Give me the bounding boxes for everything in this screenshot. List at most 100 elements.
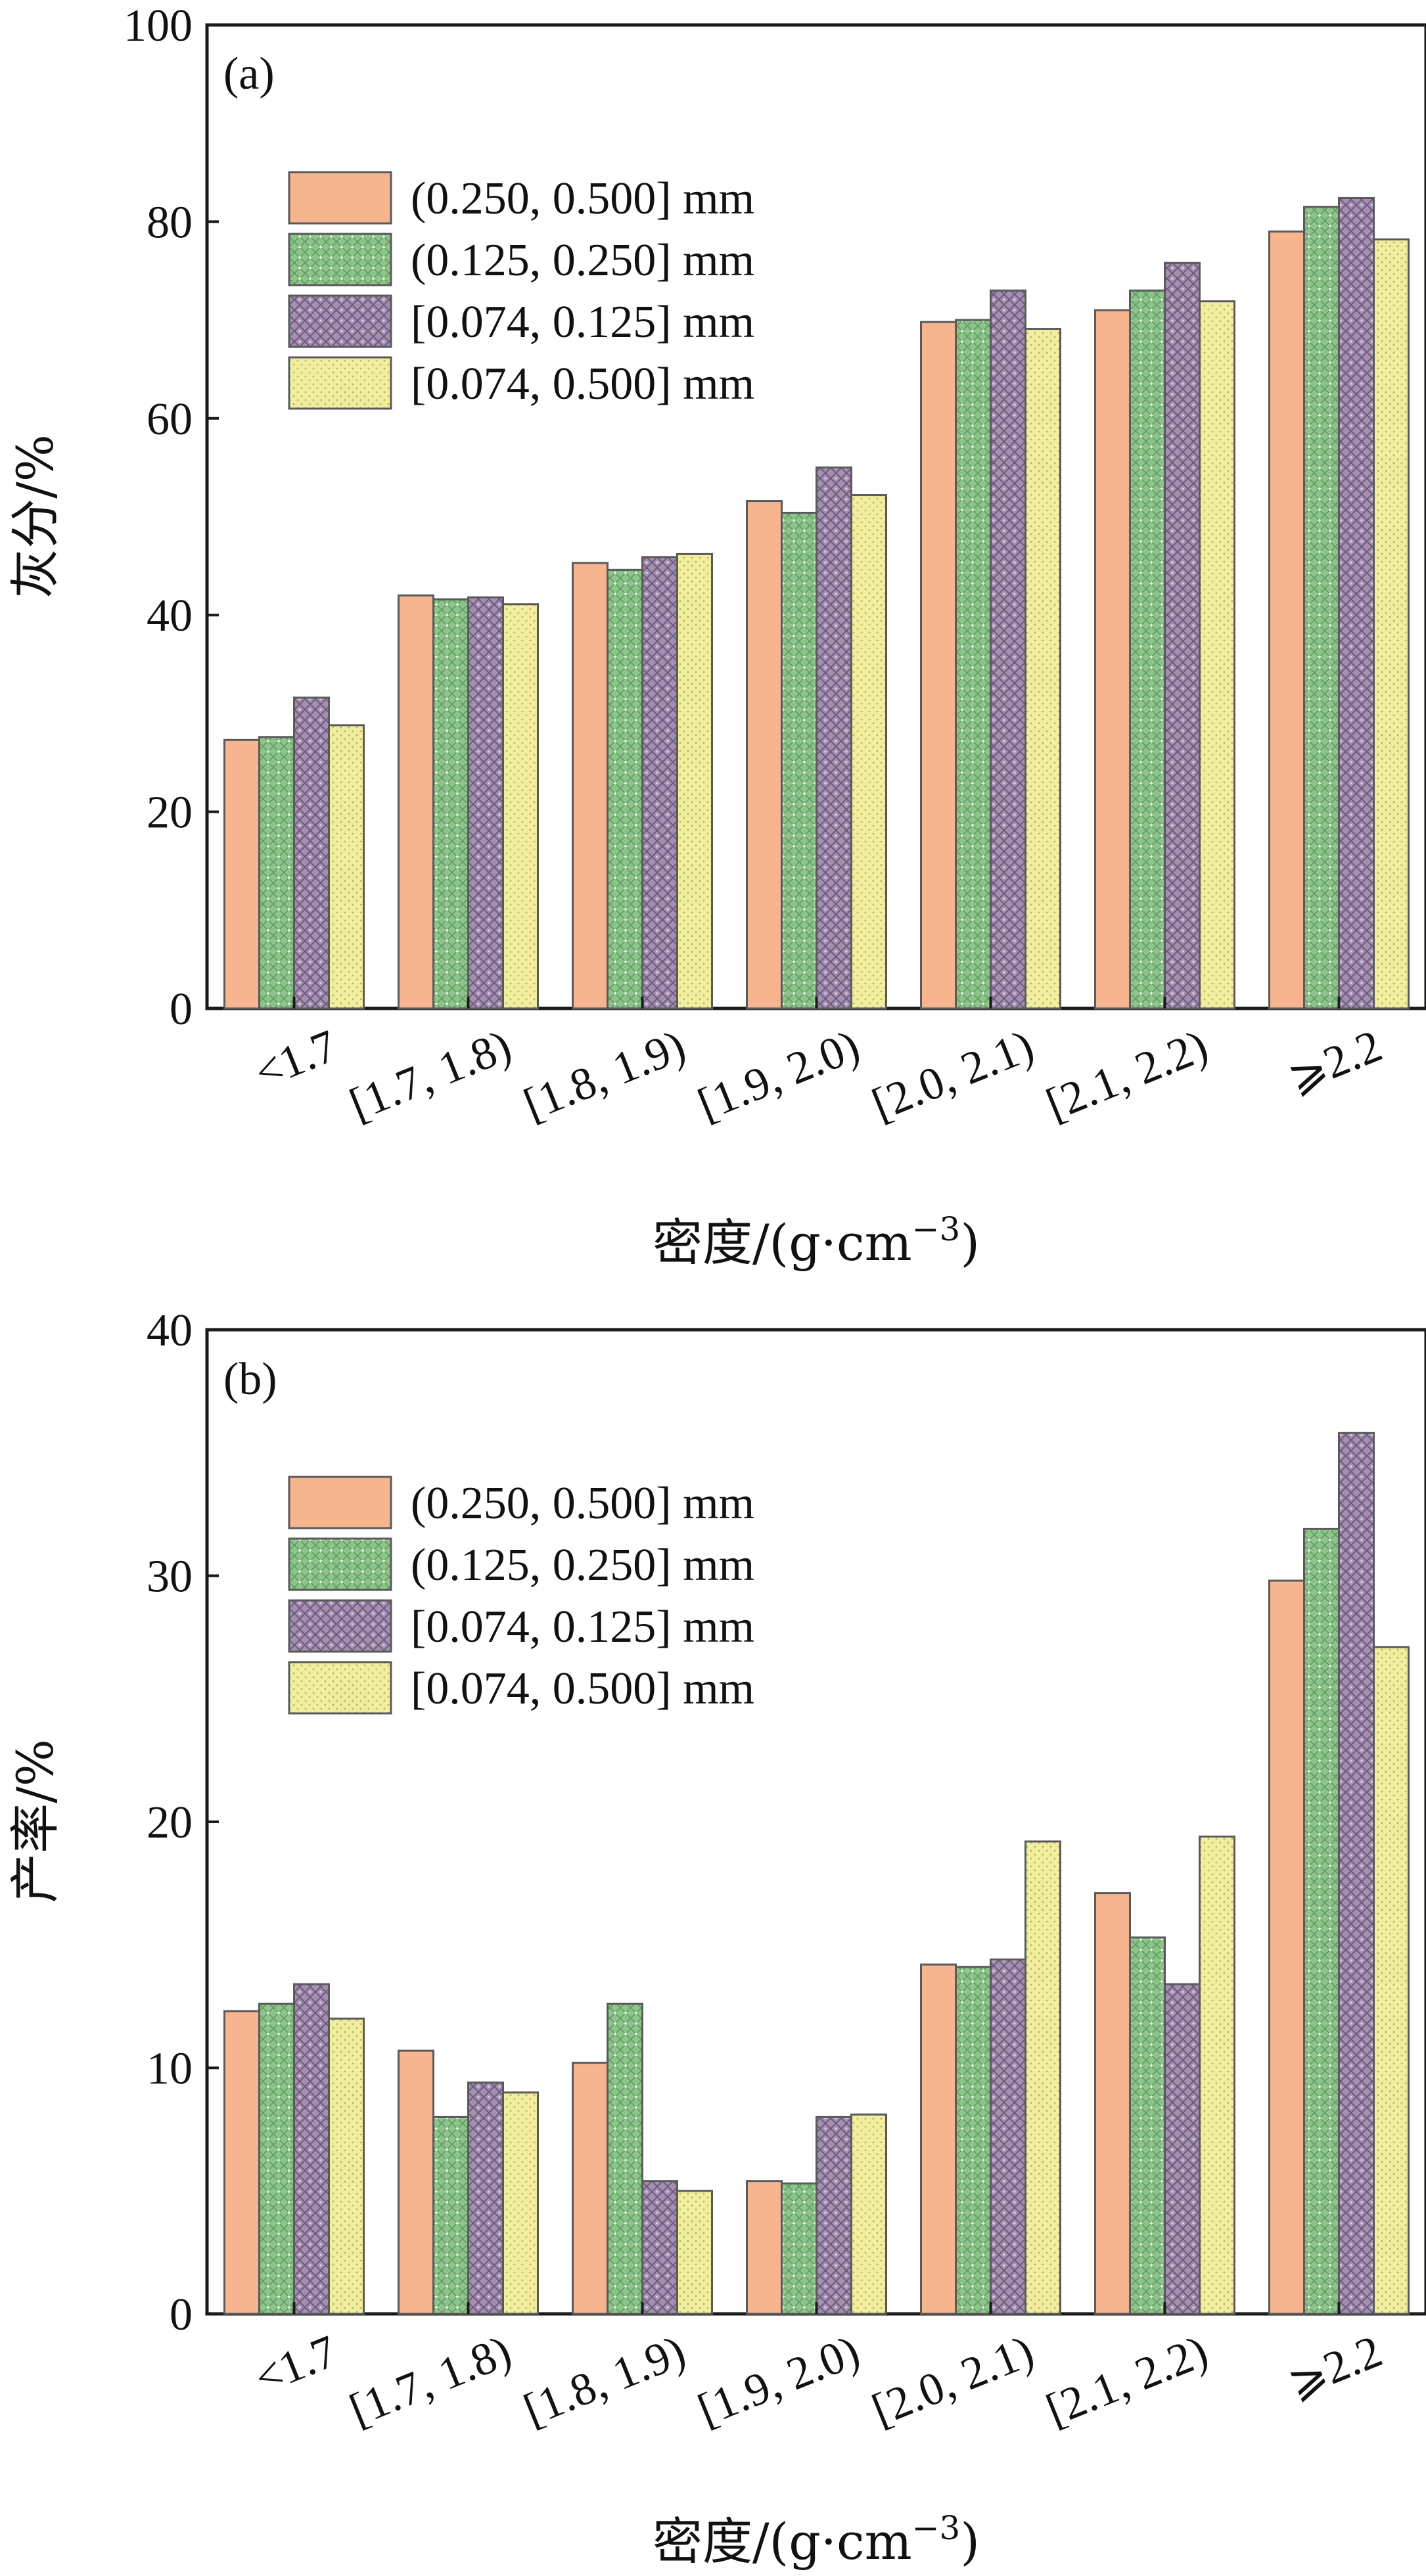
y-tick-label: 60 [147,394,193,445]
panel-b-x-axis-title: 密度/(g·cm−3) [653,2509,980,2571]
panel-b-bars: (0.250, 0.500] mm / <1.7: 12.3 (0.125, 0.… [223,1432,1410,2315]
bar: (0.250, 0.500] mm / [2.0, 2.1): 69.8 [920,321,957,1010]
x-tick-label: <1.7 [248,1020,344,1098]
bar: [0.074, 0.500] mm / [2.1, 2.2): 71.9 [1199,300,1235,1010]
x-tick-label: [1.7, 1.8) [343,2326,518,2436]
legend-label: (0.125, 0.250] mm [411,1540,754,1591]
bar: [0.074, 0.125] mm / [2.0, 2.1): 14.4 [990,1958,1026,2315]
x-tick-label: [1.9, 2.0) [691,2326,867,2436]
y-tick-label: 10 [147,2044,193,2094]
bar: (0.250, 0.500] mm / <1.7: 27.3 [223,738,260,1010]
bar: [0.074, 0.125] mm / [1.7, 1.8): 41.8 [467,596,504,1010]
x-tick-label: [2.1, 2.2) [1040,1020,1215,1131]
bar: (0.250, 0.500] mm / ⩾2.2: 29.8 [1268,1579,1305,2315]
bar: [0.074, 0.500] mm / [2.1, 2.2): 19.4 [1199,1835,1235,2315]
legend-entry: [0.074, 0.125] mm [288,1599,754,1653]
bar: [0.074, 0.500] mm / ⩾2.2: 27.1 [1373,1646,1410,2315]
legend-entry: (0.125, 0.250] mm [288,233,754,286]
bar: (0.125, 0.250] mm / [1.9, 2.0): 50.4 [781,512,817,1010]
bar: (0.250, 0.500] mm / [1.8, 1.9): 45.3 [572,562,609,1010]
panel-a-y-axis-title: 灰分/% [6,434,64,599]
legend-swatch [288,1537,392,1591]
x-title-sup: −3 [912,1210,961,1248]
bar: (0.250, 0.500] mm / [1.7, 1.8): 10.7 [398,2049,434,2315]
bar: [0.074, 0.500] mm / [1.7, 1.8): 41.1 [502,603,539,1010]
bar: (0.125, 0.250] mm / [2.0, 2.1): 70 [955,319,992,1010]
bar: [0.074, 0.125] mm / [2.1, 2.2): 13.4 [1164,1983,1201,2315]
y-tick-label: 30 [147,1552,193,1602]
y-tick-label: 100 [124,1,193,51]
x-title-close: ) [960,1213,980,1272]
legend-entry: [0.074, 0.500] mm [288,1661,754,1715]
legend-label: [0.074, 0.125] mm [411,1602,754,1652]
x-tick-label: [1.8, 1.9) [517,2326,693,2436]
bar: (0.250, 0.500] mm / [2.1, 2.2): 71 [1094,309,1131,1010]
bar: (0.250, 0.500] mm / [1.8, 1.9): 10.2 [572,2062,609,2315]
bar: [0.074, 0.500] mm / ⩾2.2: 78.2 [1373,238,1410,1010]
bar: (0.250, 0.500] mm / [1.9, 2.0): 5.4 [746,2180,783,2315]
bar: (0.250, 0.500] mm / [1.9, 2.0): 51.6 [746,500,783,1010]
panel-b-y-axis: 0 10 20 30 40 [147,1305,219,2340]
x-tick-label: ⩾2.2 [1281,2326,1389,2408]
x-tick-label: [1.7, 1.8) [343,1020,518,1131]
panel-b-label: (b) [223,1354,277,1405]
bar: [0.074, 0.125] mm / ⩾2.2: 35.8 [1338,1432,1375,2315]
bar: (0.125, 0.250] mm / [1.8, 1.9): 12.6 [607,2002,643,2315]
panel-a-label: (a) [223,49,275,99]
bar: [0.074, 0.125] mm / [1.9, 2.0): 55 [816,466,852,1010]
panel-b-y-axis-title: 产率/% [6,1739,64,1903]
panel-b-x-axis: <1.7[1.7, 1.8)[1.8, 1.9)[1.9, 2.0)[2.0, … [248,2302,1389,2436]
panel-a: (a) 0 20 40 60 80 100 (0.250, 0.500] mm / <1.… [6,1,1426,1272]
bar: (0.250, 0.500] mm / <1.7: 12.3 [223,2010,260,2315]
panel-a-y-axis: 0 20 40 60 80 100 [124,1,219,1035]
y-tick-label: 80 [147,197,193,248]
x-title-close: ) [960,2512,980,2571]
legend-swatch [288,1476,392,1529]
bar: (0.125, 0.250] mm / ⩾2.2: 31.9 [1303,1527,1340,2315]
bar: [0.074, 0.500] mm / <1.7: 12 [328,2018,365,2315]
bar: (0.250, 0.500] mm / ⩾2.2: 79 [1268,230,1305,1010]
bar: [0.074, 0.500] mm / [1.8, 1.9): 46.2 [676,553,713,1010]
bar: (0.250, 0.500] mm / [2.0, 2.1): 14.2 [920,1963,957,2315]
legend-swatch [288,171,392,225]
legend-label: [0.074, 0.500] mm [411,359,754,409]
legend-swatch [288,356,392,410]
bar: [0.074, 0.500] mm / [1.8, 1.9): 5 [676,2190,713,2315]
x-tick-label: <1.7 [248,2326,344,2404]
x-tick-label: [2.0, 2.1) [865,2326,1041,2436]
bar: (0.125, 0.250] mm / [1.8, 1.9): 44.6 [607,568,643,1010]
panel-a-x-axis: <1.7[1.7, 1.8)[1.8, 1.9)[1.9, 2.0)[2.0, … [248,997,1389,1131]
bar: [0.074, 0.125] mm / <1.7: 31.6 [293,696,330,1010]
bar: [0.074, 0.125] mm / [1.8, 1.9): 45.9 [641,556,678,1010]
panel-b: (b) 0 10 20 30 40 (0.250, 0.500] mm / <1.7: … [6,1305,1426,2571]
bar: (0.125, 0.250] mm / [2.1, 2.2): 15.3 [1129,1936,1166,2315]
legend-label: (0.125, 0.250] mm [411,235,754,286]
legend-label: [0.074, 0.500] mm [411,1663,754,1714]
bar: (0.250, 0.500] mm / [2.1, 2.2): 17.1 [1094,1892,1131,2315]
panel-a-x-axis-title: 密度/(g·cm−3) [653,1210,980,1272]
legend-swatch [288,233,392,286]
legend-entry: [0.074, 0.125] mm [288,294,754,348]
bar: (0.125, 0.250] mm / ⩾2.2: 81.5 [1303,206,1340,1010]
legend-entry: (0.125, 0.250] mm [288,1537,754,1591]
x-tick-label: [2.0, 2.1) [865,1020,1041,1131]
y-tick-label: 0 [170,984,193,1035]
panel-a-bars: (0.250, 0.500] mm / <1.7: 27.3(0.125, 0.… [223,196,1410,1010]
bar: [0.074, 0.125] mm / [1.9, 2.0): 8 [816,2115,852,2315]
legend-entry: (0.250, 0.500] mm [288,171,754,225]
y-tick-label: 20 [147,788,193,838]
bar: [0.074, 0.500] mm / [1.7, 1.8): 9 [502,2091,539,2315]
x-tick-label: [1.8, 1.9) [517,1020,693,1131]
bar: (0.125, 0.250] mm / [1.9, 2.0): 5.3 [781,2182,817,2315]
x-title-main: 密度/(g·cm [653,1213,912,1272]
bar: (0.125, 0.250] mm / [1.7, 1.8): 41.6 [432,598,469,1010]
panel-a-legend: (0.250, 0.500] mm (0.125, 0.250] mm [0.0… [288,171,754,410]
bar: [0.074, 0.125] mm / ⩾2.2: 82.4 [1338,196,1375,1010]
bar: (0.125, 0.250] mm / [2.0, 2.1): 14.1 [955,1966,992,2315]
bar: (0.125, 0.250] mm / [2.1, 2.2): 73 [1129,289,1166,1010]
bar: (0.125, 0.250] mm / <1.7: 27.6 [258,736,295,1010]
legend-label: (0.250, 0.500] mm [411,1478,754,1529]
bar: [0.074, 0.125] mm / [1.8, 1.9): 5.4 [641,2180,678,2315]
legend-entry: [0.074, 0.500] mm [288,356,754,410]
